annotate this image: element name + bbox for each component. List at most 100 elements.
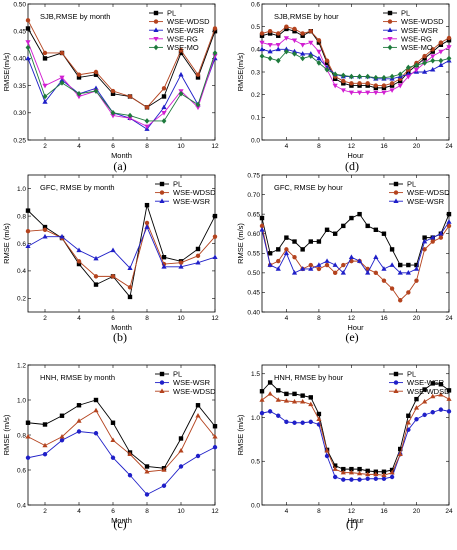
x-tick-label: 4 bbox=[285, 508, 289, 515]
plot-frame bbox=[27, 3, 216, 141]
y-axis-label: RMSE (m/s) bbox=[2, 414, 11, 455]
data-point bbox=[259, 215, 265, 221]
data-point bbox=[389, 262, 395, 267]
data-point bbox=[144, 492, 150, 497]
chart-title: SJB,RMSE by month bbox=[40, 12, 110, 21]
y-tick-label: 0.4 bbox=[17, 502, 26, 509]
data-point bbox=[292, 26, 297, 32]
data-point bbox=[267, 43, 273, 48]
data-point bbox=[357, 477, 362, 482]
y-tick-label: 0.6 bbox=[17, 467, 26, 474]
data-point bbox=[389, 247, 395, 252]
data-point bbox=[365, 83, 370, 88]
data-point bbox=[405, 419, 411, 425]
data-point bbox=[324, 58, 330, 63]
data-point bbox=[430, 57, 436, 64]
data-point bbox=[406, 413, 411, 418]
x-tick-label: 2 bbox=[43, 315, 47, 322]
x-tick-label: 8 bbox=[145, 143, 149, 150]
series-line bbox=[27, 28, 216, 108]
legend-marker bbox=[387, 19, 393, 24]
data-point bbox=[161, 263, 167, 269]
data-point bbox=[381, 278, 387, 283]
data-point bbox=[406, 290, 411, 295]
data-point bbox=[212, 433, 218, 439]
data-point bbox=[93, 72, 99, 77]
data-point bbox=[178, 48, 184, 53]
x-tick-label: 10 bbox=[177, 315, 185, 322]
data-point bbox=[42, 452, 48, 457]
y-tick-label: 0.55 bbox=[247, 251, 260, 258]
data-point bbox=[127, 473, 133, 478]
data-point bbox=[161, 111, 167, 116]
data-point bbox=[144, 464, 150, 469]
data-point bbox=[308, 40, 314, 46]
data-point bbox=[446, 55, 452, 62]
y-tick-label: 0.75 bbox=[247, 172, 260, 179]
data-point bbox=[144, 118, 150, 124]
data-point bbox=[316, 49, 322, 55]
data-point bbox=[308, 395, 313, 400]
data-point bbox=[144, 202, 150, 208]
data-point bbox=[25, 55, 31, 61]
x-tick-label: 4 bbox=[77, 508, 81, 515]
x-tick-label: 20 bbox=[413, 508, 421, 515]
x-tick-label: 24 bbox=[445, 508, 453, 515]
y-tick-label: 1.0 bbox=[251, 415, 260, 422]
data-point bbox=[42, 93, 48, 100]
x-tick-label: 8 bbox=[317, 508, 321, 515]
x-tick-label: 4 bbox=[285, 315, 289, 322]
x-tick-label: 6 bbox=[111, 143, 115, 150]
data-point bbox=[398, 446, 403, 452]
data-point bbox=[276, 388, 281, 393]
data-point bbox=[381, 231, 387, 236]
data-point bbox=[316, 38, 322, 43]
data-point bbox=[308, 419, 313, 425]
data-point bbox=[195, 453, 201, 459]
data-point bbox=[93, 88, 99, 94]
data-point bbox=[292, 29, 297, 34]
data-point bbox=[291, 38, 298, 44]
y-tick-label: 0.50 bbox=[13, 1, 26, 8]
data-point bbox=[127, 451, 133, 457]
data-point bbox=[127, 294, 133, 300]
chart-panel-2: 4 8 12 16 20 24 0.0 0.1 0.2 0.3 0.4 0.5 0.6 Hour RMSE(… bbox=[236, 1, 453, 160]
legend-marker bbox=[159, 198, 165, 203]
y-tick-label: 0.0 bbox=[251, 137, 260, 144]
y-tick-label: 0.40 bbox=[247, 309, 260, 316]
data-point bbox=[349, 477, 354, 482]
data-point bbox=[373, 90, 379, 96]
x-tick-label: 16 bbox=[380, 143, 388, 150]
data-point bbox=[324, 258, 330, 263]
data-point bbox=[161, 118, 167, 124]
data-point bbox=[349, 466, 354, 472]
legend-marker bbox=[159, 190, 165, 195]
data-point bbox=[332, 474, 338, 480]
series-line bbox=[261, 393, 450, 476]
y-tick-label: 0.2 bbox=[251, 92, 260, 99]
data-point bbox=[267, 55, 273, 62]
data-point bbox=[267, 262, 273, 267]
data-point bbox=[300, 266, 306, 271]
legend-marker bbox=[393, 380, 399, 385]
y-tick-label: 1.0 bbox=[17, 186, 26, 193]
data-point bbox=[110, 88, 116, 94]
data-point bbox=[308, 401, 314, 407]
data-point bbox=[212, 213, 218, 219]
data-point bbox=[276, 33, 281, 38]
data-point bbox=[365, 471, 371, 477]
data-point bbox=[212, 29, 218, 34]
x-axis-label: Month bbox=[111, 323, 132, 332]
data-point bbox=[332, 76, 338, 81]
data-point bbox=[349, 215, 354, 221]
data-point bbox=[25, 208, 31, 213]
data-point bbox=[365, 468, 370, 474]
legend-label: PL bbox=[407, 370, 416, 379]
data-point bbox=[161, 104, 167, 110]
data-point bbox=[259, 410, 265, 416]
legend-label: WSE-WDSD bbox=[407, 387, 450, 396]
chart-panel-3: 2 4 6 8 10 12 0.2 0.4 0.6 0.8 1.0 Month RMSE (m/s) GF… bbox=[2, 174, 219, 332]
data-point bbox=[212, 26, 218, 31]
series-line bbox=[27, 41, 216, 127]
